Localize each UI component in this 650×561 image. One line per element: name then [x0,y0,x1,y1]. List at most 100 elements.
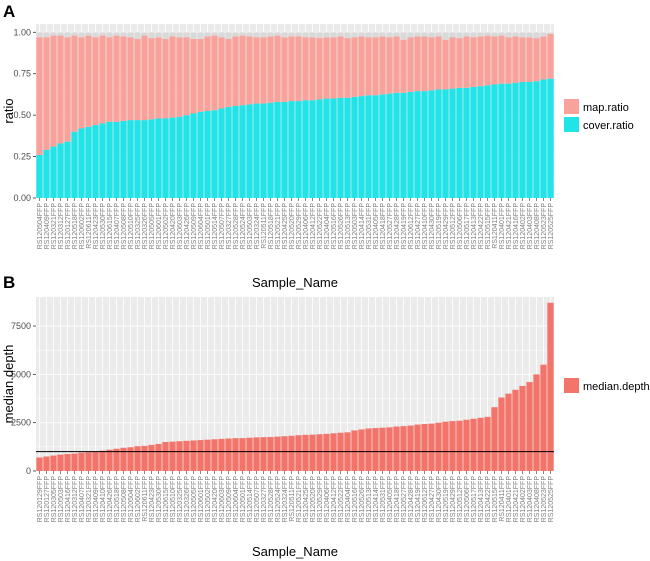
bar-unmapped-gap [323,32,330,38]
panel-b-x-tick-label: RS120413FFP [478,476,485,523]
bar-map-ratio [351,37,358,97]
panel-b-x-tick-label: RS120512FFP [457,476,464,523]
panel-b-x-tick-label: RS120514FFP [247,476,254,523]
bar-map-ratio [232,36,239,107]
panel-a-x-tick-label: RS120515FFP [485,203,492,250]
bar-cover-ratio [484,85,491,198]
panel-a-x-axis-title: Sample_Name [252,275,338,290]
panel-a-x-tick-label: RS120509FFP [191,203,198,250]
bar-median-depth [246,437,253,471]
bar-median-depth [36,457,43,471]
bar-map-ratio [169,36,176,118]
bar-unmapped-gap [400,32,407,40]
bar-median-depth [477,417,484,471]
panel-b-x-tick-label: RS120528FFP [268,476,275,523]
bar-unmapped-gap [155,32,162,38]
bar-unmapped-gap [71,32,78,36]
bar-unmapped-gap [547,32,554,34]
panel-b-x-tick-label: RS120129FFP [37,476,44,523]
bar-cover-ratio [330,98,337,198]
bar-median-depth [134,446,141,471]
bar-cover-ratio [295,101,302,198]
bar-cover-ratio [260,103,267,198]
bar-median-depth [239,438,246,471]
bar-cover-ratio [36,154,43,198]
bar-cover-ratio [442,89,449,198]
panel-b-x-tick-label: RS120501FFP [240,476,247,523]
panel-b-y-tick-label: 0 [26,466,31,476]
panel-b-y-tick-label: 2500 [11,418,31,428]
bar-median-depth [295,435,302,471]
panel-b-x-tick-label: RS120409FFP [93,476,100,523]
bar-map-ratio [78,37,85,129]
bar-unmapped-gap [407,32,414,38]
panel-b-x-tick-label: RS120518FFP [114,476,121,523]
bar-map-ratio [498,35,505,84]
bar-median-depth [204,439,211,471]
panel-b-x-tick-label: RS120419FFP [415,476,422,523]
bar-cover-ratio [421,91,428,198]
panel-b-x-tick-label: RS120601FFP [198,476,205,523]
panel-a-x-tick-label: RS120430FFP [429,203,436,250]
bar-unmapped-gap [85,32,92,36]
bar-map-ratio [211,35,218,111]
bar-map-ratio [344,38,351,98]
bar-median-depth [351,430,358,471]
bar-cover-ratio [379,94,386,198]
panel-a-x-tick-label: RS120611FFP [86,203,93,249]
bar-median-depth [414,424,421,471]
bar-unmapped-gap [463,32,470,37]
bar-cover-ratio [64,141,71,198]
panel-b-x-tick-label: RS120430FFP [436,476,443,523]
panel-b-x-tick-label: RS120520FFP [310,476,317,523]
bar-unmapped-gap [120,32,127,37]
bar-unmapped-gap [43,32,50,38]
panel-a-x-tick-label: RS120528FFP [233,203,240,250]
panel-a-x-tick-label: RS120521FFP [275,203,282,250]
panel-a-x-tick-label: RS120420FFP [170,203,177,250]
bar-median-depth [400,426,407,471]
panel-a-x-tick-label: RS120321FFP [51,203,58,250]
bar-cover-ratio [134,120,141,198]
bar-median-depth [533,374,540,471]
bar-map-ratio [435,36,442,90]
panel-a-x-tick-label: RS120523FFP [541,203,548,250]
bar-map-ratio [239,35,246,106]
bar-median-depth [113,448,120,471]
panel-a-x-tick-label: RS120412FFP [310,203,317,250]
bar-cover-ratio [43,149,50,198]
bar-median-depth [281,436,288,471]
bar-cover-ratio [239,105,246,198]
bar-unmapped-gap [414,32,421,37]
panel-b-x-tick-label: RS120427FFP [429,476,436,523]
bar-median-depth [505,393,512,471]
bar-median-depth [386,427,393,471]
bar-cover-ratio [148,119,155,198]
panel-a-x-tick-label: RS120522FFP [317,203,324,250]
panel-a-letter: A [3,2,15,21]
panel-a-x-tick-label: RS120517FFP [464,203,471,250]
panel-a-x-tick-label: RS120514FFP [212,203,219,250]
panel-b-x-tick-label: RS120611FFP [142,476,149,522]
bar-cover-ratio [99,123,106,198]
panel-a-x-tick-label: RS120507FFP [219,203,226,250]
bar-cover-ratio [337,97,344,198]
bar-map-ratio [365,37,372,96]
bar-map-ratio [442,39,449,90]
panel-a-x-tick-label: RS120421FFP [506,203,513,250]
panel-a-x-tick-label: RS120615FFP [107,203,114,250]
panel-a-x-tick-label: RS120428FFP [394,203,401,250]
panel-a-x-tick-label: RS120418FFP [380,203,387,250]
bar-cover-ratio [344,97,351,198]
bar-map-ratio [120,36,127,121]
panel-b-x-tick-label: RS120521FFP [296,476,303,523]
bar-unmapped-gap [127,32,134,38]
bar-map-ratio [512,36,519,83]
bar-map-ratio [36,37,43,155]
bar-unmapped-gap [533,32,540,39]
legend-swatch-cover-ratio [564,117,579,132]
bar-map-ratio [155,37,162,119]
panel-b-x-tick-label: RS120411FFP [499,476,506,522]
panel-b-x-tick-label: RS120508FFP [121,476,128,523]
bar-median-depth [141,445,148,471]
